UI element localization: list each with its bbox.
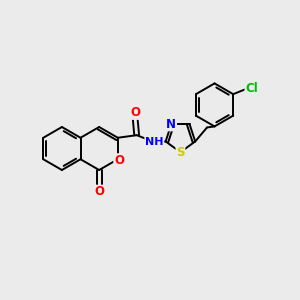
Text: O: O: [94, 185, 104, 198]
Text: O: O: [114, 154, 124, 167]
Text: O: O: [130, 106, 140, 119]
Text: Cl: Cl: [245, 82, 258, 95]
Text: S: S: [176, 146, 185, 159]
Text: N: N: [166, 118, 176, 130]
Text: NH: NH: [145, 137, 164, 147]
